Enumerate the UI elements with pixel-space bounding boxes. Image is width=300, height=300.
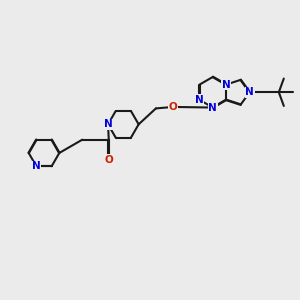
Text: N: N (103, 119, 112, 129)
Text: N: N (222, 80, 230, 90)
Text: N: N (208, 103, 217, 112)
Text: N: N (245, 87, 254, 97)
Text: N: N (195, 95, 204, 105)
Text: N: N (32, 161, 41, 171)
Text: O: O (169, 102, 178, 112)
Text: O: O (104, 154, 113, 165)
